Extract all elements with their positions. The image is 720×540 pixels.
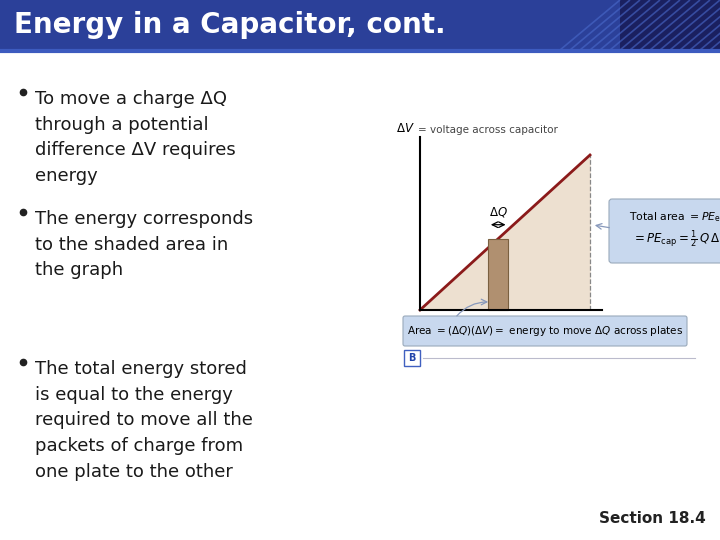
- Text: Charge: Charge: [475, 324, 518, 337]
- FancyBboxPatch shape: [620, 0, 720, 50]
- FancyBboxPatch shape: [0, 0, 720, 50]
- Text: Total area $= PE_{\mathrm{elec.}}$: Total area $= PE_{\mathrm{elec.}}$: [629, 210, 720, 224]
- Text: B: B: [408, 353, 415, 363]
- Text: Energy in a Capacitor, cont.: Energy in a Capacitor, cont.: [14, 11, 446, 39]
- Polygon shape: [420, 155, 590, 310]
- FancyBboxPatch shape: [0, 50, 720, 540]
- FancyBboxPatch shape: [403, 316, 687, 346]
- Text: The energy corresponds
to the shaded area in
the graph: The energy corresponds to the shaded are…: [35, 210, 253, 279]
- Text: $\Delta Q$: $\Delta Q$: [489, 205, 508, 219]
- Text: $= PE_{\mathrm{cap}} = \frac{1}{2}\,Q\,\Delta V$: $= PE_{\mathrm{cap}} = \frac{1}{2}\,Q\,\…: [632, 228, 720, 250]
- FancyBboxPatch shape: [488, 239, 508, 310]
- Text: The total energy stored
is equal to the energy
required to move all the
packets : The total energy stored is equal to the …: [35, 360, 253, 481]
- Text: Area $= (\Delta Q)(\Delta V) =$ energy to move $\Delta Q$ across plates: Area $= (\Delta Q)(\Delta V) =$ energy t…: [407, 324, 683, 338]
- Text: $Q$: $Q$: [595, 315, 606, 329]
- FancyBboxPatch shape: [404, 350, 420, 366]
- Text: Section 18.4: Section 18.4: [599, 511, 706, 526]
- FancyBboxPatch shape: [609, 199, 720, 263]
- Text: To move a charge ΔQ
through a potential
difference ΔV requires
energy: To move a charge ΔQ through a potential …: [35, 90, 235, 185]
- Text: = voltage across capacitor: = voltage across capacitor: [418, 125, 558, 135]
- Text: $\Delta V$: $\Delta V$: [396, 122, 415, 135]
